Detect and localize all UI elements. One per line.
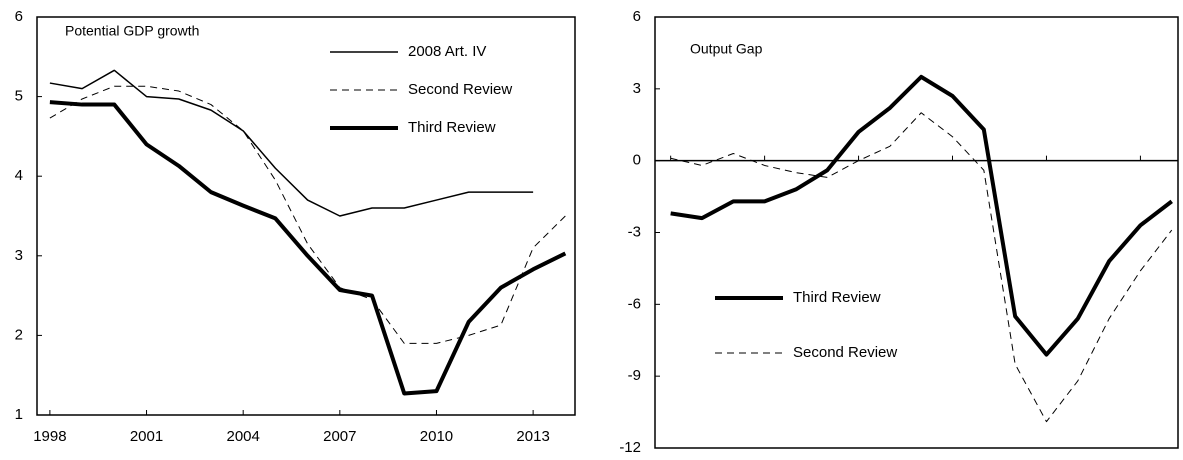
x-tick-label: 2013 bbox=[516, 428, 549, 445]
x-tick-label: 2010 bbox=[420, 428, 453, 445]
x-tick-label: 1998 bbox=[33, 428, 66, 445]
series-line bbox=[670, 74, 1173, 357]
series-line bbox=[670, 112, 1173, 423]
y-tick-label: -12 bbox=[619, 439, 641, 456]
y-tick-label: 6 bbox=[15, 8, 23, 25]
legend-label: Second Review bbox=[408, 81, 512, 98]
y-tick-label: 3 bbox=[633, 80, 641, 97]
y-tick-label: 6 bbox=[633, 8, 641, 25]
y-tick-label: 5 bbox=[15, 88, 23, 105]
legend-label: Second Review bbox=[793, 344, 897, 361]
y-tick-label: -9 bbox=[628, 367, 641, 384]
legend-label: Third Review bbox=[793, 289, 881, 306]
legend-label: 2008 Art. IV bbox=[408, 43, 486, 60]
y-tick-label: 4 bbox=[15, 167, 23, 184]
x-tick-label: 2007 bbox=[323, 428, 356, 445]
y-tick-label: -6 bbox=[628, 295, 641, 312]
series-line bbox=[49, 100, 567, 396]
chart-title: Potential GDP growth bbox=[65, 23, 199, 39]
y-tick-label: 3 bbox=[15, 247, 23, 264]
y-tick-label: -3 bbox=[628, 223, 641, 240]
series-line bbox=[49, 69, 534, 217]
y-tick-label: 2 bbox=[15, 326, 23, 343]
plot-frame bbox=[36, 16, 576, 416]
x-tick-label: 2001 bbox=[130, 428, 163, 445]
legend-label: Third Review bbox=[408, 119, 496, 136]
y-tick-label: 1 bbox=[15, 406, 23, 423]
y-tick-label: 0 bbox=[633, 152, 641, 169]
chart-title: Output Gap bbox=[690, 41, 763, 57]
x-tick-label: 2004 bbox=[226, 428, 259, 445]
